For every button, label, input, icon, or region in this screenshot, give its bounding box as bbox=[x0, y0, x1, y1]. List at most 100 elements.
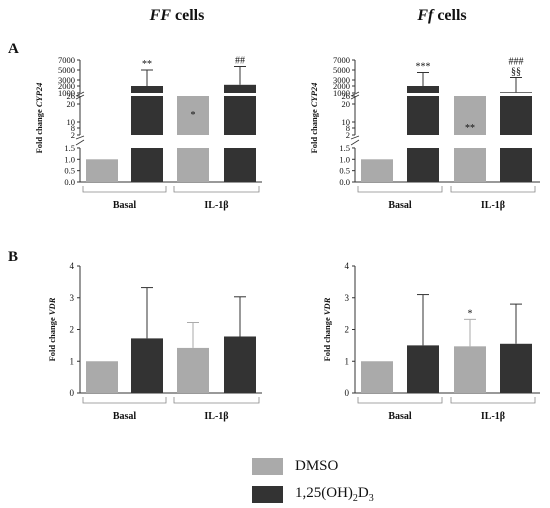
y-tick-label: 2 bbox=[70, 325, 75, 335]
y-tick-label: 2 bbox=[346, 130, 350, 140]
significance-mark: ## bbox=[235, 56, 245, 67]
bar bbox=[361, 159, 393, 182]
bar bbox=[500, 343, 532, 393]
group-bracket bbox=[357, 186, 443, 193]
y-tick-label: 0.5 bbox=[339, 166, 350, 176]
significance-mark: §§ bbox=[511, 67, 521, 78]
group-bracket bbox=[357, 397, 443, 404]
x-tick-label: IL-1β bbox=[481, 200, 505, 211]
y-tick-label: 5000 bbox=[58, 65, 75, 75]
y-axis-label: Fold change CYP24 bbox=[309, 83, 319, 154]
y-tick-label: 3000 bbox=[333, 75, 350, 85]
y-tick-label: 3 bbox=[70, 293, 75, 303]
y-axis-label: Fold change VDR bbox=[322, 297, 332, 361]
panel-label-a: A bbox=[8, 41, 19, 57]
y-tick-label: 0.0 bbox=[64, 177, 75, 187]
y-tick-label: 3 bbox=[345, 293, 350, 303]
chart-vdr-ff-lower: Fold change VDR 0 1 2 3 4 * Basal IL-1β bbox=[322, 261, 540, 422]
y-tick-label: 1.5 bbox=[64, 143, 75, 153]
bar-segment-lower bbox=[177, 148, 209, 182]
y-tick-label: 0.5 bbox=[64, 166, 75, 176]
legend-label-vitd: 1,25(OH)2D3 bbox=[295, 484, 374, 504]
bar-segment-lower bbox=[224, 148, 256, 182]
bar bbox=[86, 361, 118, 393]
bar bbox=[361, 361, 393, 393]
y-axis-label: Fold change CYP24 bbox=[34, 83, 44, 154]
group-bracket bbox=[450, 397, 536, 404]
x-tick-label: Basal bbox=[388, 411, 412, 422]
significance-mark: *** bbox=[416, 62, 431, 73]
group-bracket bbox=[82, 186, 167, 193]
bar-segment-lower bbox=[500, 148, 532, 182]
y-tick-label: 26 bbox=[342, 91, 351, 101]
y-tick-label: 8 bbox=[346, 123, 350, 133]
x-tick-label: IL-1β bbox=[481, 411, 505, 422]
y-tick-label: 1 bbox=[345, 356, 350, 366]
significance-mark: ** bbox=[465, 123, 475, 134]
y-tick-label: 2000 bbox=[58, 81, 75, 91]
y-tick-label: 0.0 bbox=[339, 177, 350, 187]
bar-segment-mid bbox=[131, 96, 163, 135]
x-tick-label: Basal bbox=[113, 200, 137, 211]
y-tick-label: 3000 bbox=[58, 75, 75, 85]
bar-segment-lower bbox=[407, 148, 439, 182]
axis-break-mark bbox=[350, 135, 360, 140]
bar bbox=[131, 86, 163, 93]
bar-segment-lower bbox=[131, 148, 163, 182]
bar-segment-mid bbox=[224, 96, 256, 135]
y-tick-label: 2 bbox=[345, 325, 350, 335]
y-tick-label: 1 bbox=[70, 356, 75, 366]
y-tick-label: 5000 bbox=[333, 65, 350, 75]
axis-break-mark bbox=[75, 91, 85, 97]
legend: DMSO 1,25(OH)2D3 bbox=[252, 452, 374, 508]
bar bbox=[224, 84, 256, 93]
legend-label-dmso: DMSO bbox=[295, 457, 339, 474]
bar bbox=[407, 86, 439, 93]
y-axis-label: Fold change VDR bbox=[47, 297, 57, 361]
y-tick-label: 8 bbox=[71, 123, 75, 133]
y-tick-label: 1.0 bbox=[64, 154, 75, 164]
axis-break-mark bbox=[350, 139, 360, 146]
legend-swatch-vitd bbox=[252, 485, 283, 503]
bar-segment-mid bbox=[407, 96, 439, 135]
significance-mark: ** bbox=[142, 59, 152, 70]
y-tick-label: 2000 bbox=[333, 81, 350, 91]
bar bbox=[224, 336, 256, 393]
bar bbox=[500, 92, 532, 93]
group-bracket bbox=[450, 186, 536, 193]
bar-segment-mid bbox=[454, 96, 486, 135]
bar bbox=[86, 159, 118, 182]
header-ff-cells: FF cells bbox=[149, 7, 205, 24]
y-tick-label: 7000 bbox=[333, 55, 350, 65]
axis-break-mark bbox=[75, 94, 85, 100]
y-tick-label: 4 bbox=[345, 261, 350, 271]
y-tick-label: 20 bbox=[342, 99, 351, 109]
y-tick-label: 1.0 bbox=[339, 154, 350, 164]
axis-break-mark bbox=[350, 94, 360, 100]
y-tick-label: 4 bbox=[70, 261, 75, 271]
x-tick-label: IL-1β bbox=[204, 200, 228, 211]
y-tick-label: 2 bbox=[71, 130, 75, 140]
header-ff-lower-cells: Ff cells bbox=[416, 7, 466, 24]
panel-label-b: B bbox=[8, 249, 18, 265]
significance-mark: * bbox=[468, 308, 473, 319]
bar bbox=[407, 345, 439, 393]
bar-segment-lower bbox=[454, 148, 486, 182]
x-tick-label: IL-1β bbox=[204, 411, 228, 422]
significance-mark: ### bbox=[509, 57, 524, 68]
significance-mark: * bbox=[191, 110, 196, 121]
chart-vdr-ff: Fold change VDR 0 1 2 3 4 Basal IL-1β bbox=[47, 261, 262, 422]
bar bbox=[177, 347, 209, 393]
x-tick-label: Basal bbox=[113, 411, 137, 422]
bar bbox=[454, 346, 486, 393]
y-tick-label: 1000 bbox=[58, 88, 75, 98]
y-tick-label: 20 bbox=[67, 99, 76, 109]
legend-item-vitd: 1,25(OH)2D3 bbox=[252, 480, 374, 508]
group-bracket bbox=[173, 186, 260, 193]
x-tick-label: Basal bbox=[388, 200, 412, 211]
y-tick-label: 10 bbox=[67, 117, 76, 127]
bar-segment-mid bbox=[500, 96, 532, 135]
